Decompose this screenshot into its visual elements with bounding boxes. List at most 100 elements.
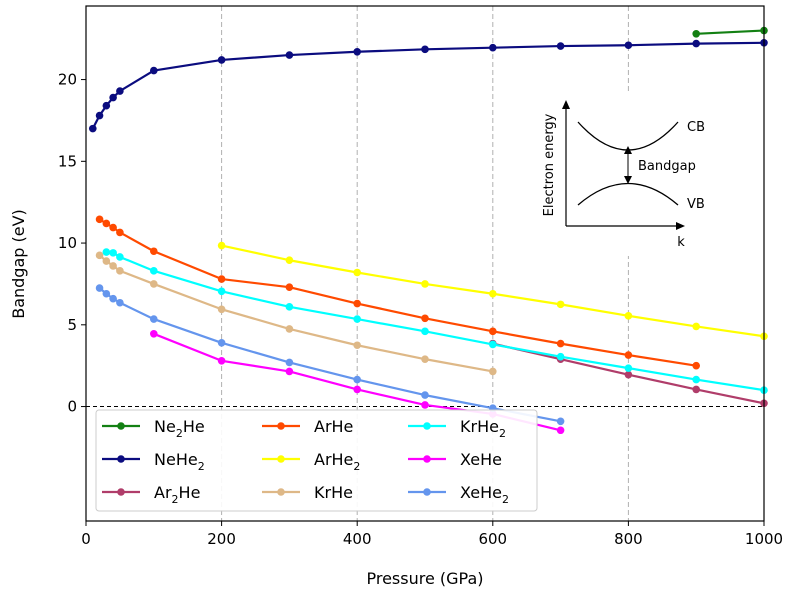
data-point-nehe2-50 [116,87,124,95]
data-point-krhe2-50 [116,253,124,261]
inset-y-arrow-icon [562,100,570,109]
data-point-arhe-700 [556,339,565,348]
inset-x-arrow-icon [676,222,685,230]
data-point-xehe2-300 [285,358,294,367]
data-point-xehe2-200 [217,338,226,347]
data-point-nehe2-40 [109,93,117,102]
data-point-arhe-100 [150,247,158,256]
plot-frame [85,5,765,522]
data-point-xehe2-30 [102,289,111,298]
data-point-arhe2-200 [217,241,226,250]
data-point-xehe-400 [353,385,362,394]
bandgap-label: Bandgap [638,159,696,174]
y-tick-label-15: 15 [58,152,77,170]
legend-label-krhe2: KrHe2 [460,417,506,440]
legend: Ne2He NeHe2 Ar2He ArHe ArHe2 KrHe KrHe2 XeHe XeH… [95,409,538,512]
data-point-nehe2-100 [150,66,158,75]
data-point-xehe2-100 [150,315,158,323]
series-arhe2 [217,241,768,341]
data-point-krhe-200 [217,305,226,314]
data-point-krhe2-900 [692,375,700,384]
legend-marker-nehe2 [117,455,125,463]
legend-marker-ar2he [117,488,125,496]
grid-lines [221,6,629,521]
x-tick-label-800: 800 [614,530,643,548]
data-point-krhe-30 [102,257,111,265]
data-point-krhe-50 [116,267,124,275]
data-point-krhe-600 [489,367,497,376]
inset-y-label: Electron energy [542,113,557,216]
x-tick-label-600: 600 [478,530,507,548]
data-point-krhe-40 [109,262,117,270]
data-point-nehe2-400 [353,47,362,56]
legend-marker-xehe [423,455,431,463]
legend-marker-krhe2 [423,422,431,430]
y-tick-label-10: 10 [58,234,77,252]
data-point-arhe2-700 [556,300,565,309]
data-point-krhe2-200 [217,287,226,296]
data-point-ar2he-800 [624,370,633,379]
data-point-xehe-500 [421,401,429,409]
data-point-arhe-40 [109,223,117,232]
data-point-xehe2-40 [109,294,117,303]
legend-label-ar2he: Ar2He [154,483,200,506]
data-point-nehe2-700 [556,42,565,50]
data-point-arhe-400 [353,299,362,308]
data-point-arhe2-600 [489,289,497,298]
data-point-arhe-600 [489,327,497,336]
data-point-arhe-200 [217,275,226,283]
legend-box [95,409,538,512]
data-point-krhe2-300 [285,303,294,311]
y-tick-label-5: 5 [67,316,77,334]
data-point-arhe2-900 [692,322,700,331]
x-tick-label-1000: 1000 [745,530,783,548]
data-point-arhe-800 [624,351,633,359]
data-point-krhe2-400 [353,315,362,323]
data-point-xehe2-500 [421,391,429,399]
cb-label: CB [687,120,705,135]
data-point-arhe-30 [102,219,111,228]
data-point-arhe2-800 [624,312,633,320]
series-krhe2 [102,248,768,395]
y-tick-label-0: 0 [67,398,77,416]
legend-label-krhe: KrHe [314,483,353,502]
vb-label: VB [687,197,705,212]
legend-label-nehe2: NeHe2 [154,450,205,473]
legend-label-ne2he: Ne2He [154,417,205,440]
band-diagram-inset: Electron energy k CB VB Bandgap [528,92,728,256]
series-layer [88,26,768,435]
y-tick-label-20: 20 [58,71,77,89]
data-point-nehe2-10 [88,124,97,133]
legend-marker-arhe2 [277,455,285,463]
data-point-arhe-300 [285,283,294,292]
x-tick-label-200: 200 [207,530,236,548]
data-point-arhe2-400 [353,268,362,277]
legend-marker-arhe [277,422,285,430]
legend-label-xehe2: XeHe2 [460,483,509,506]
legend-marker-xehe2 [423,488,431,496]
x-axis-label: Pressure (GPa) [366,569,483,588]
data-point-arhe-20 [95,215,104,224]
data-point-krhe-300 [285,325,294,333]
data-point-xehe2-50 [116,298,124,307]
data-point-xehe-700 [556,426,565,435]
y-axis-label: Bandgap (eV) [9,209,28,319]
legend-label-xehe: XeHe [460,450,502,469]
series-nehe2 [88,38,768,133]
x-tick-label-0: 0 [81,530,91,548]
series-line-krhe [98,254,493,373]
series-xehe2 [95,284,565,426]
data-point-krhe2-700 [556,352,565,361]
data-point-ar2he-900 [692,385,700,394]
data-point-xehe-100 [150,330,158,338]
data-point-krhe-20 [95,251,104,260]
legend-marker-krhe [277,488,285,496]
series-krhe [95,251,497,376]
data-point-xehe-200 [217,356,226,365]
data-point-nehe2-500 [421,45,429,54]
legend-marker-ne2he [117,422,125,430]
data-point-arhe-50 [116,228,124,237]
data-point-krhe2-600 [489,340,497,349]
data-point-krhe2-500 [421,327,429,336]
